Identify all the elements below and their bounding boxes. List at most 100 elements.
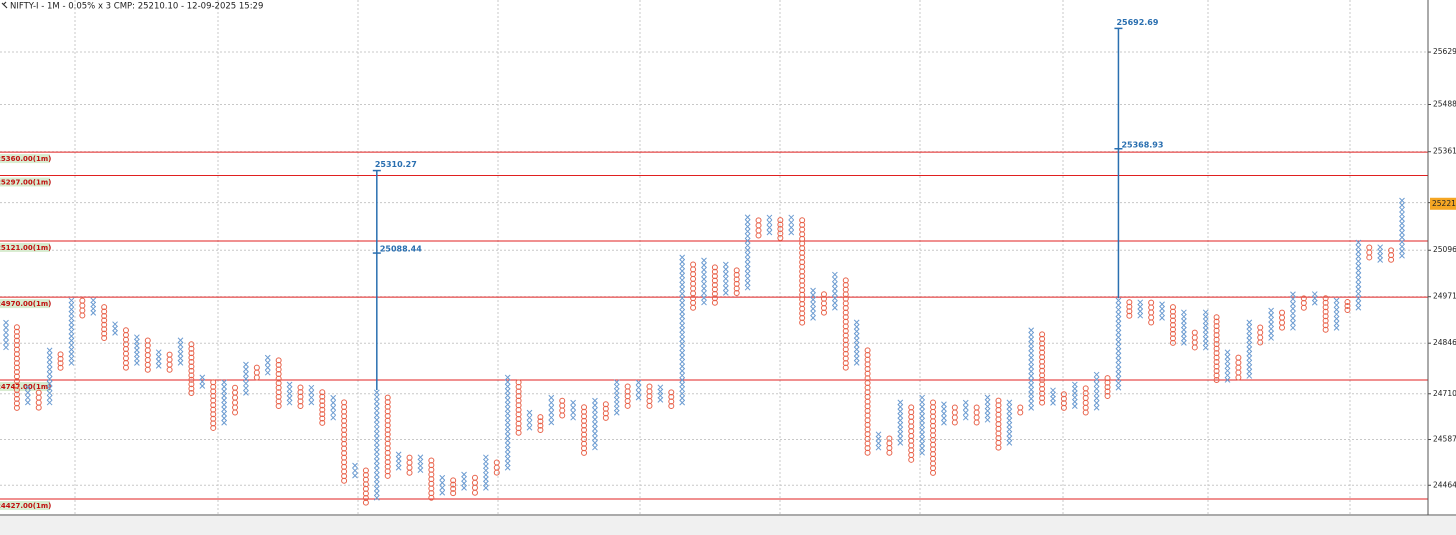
x-column [788,214,795,236]
o-box [711,299,718,306]
o-column [1082,385,1089,416]
o-box [690,304,697,311]
o-column [995,397,1002,451]
x-box [635,389,642,396]
o-box [101,321,108,328]
x-box [1399,248,1405,255]
level-label: 24427.00(1m) [0,502,51,510]
o-box [13,369,20,376]
x-box [701,280,707,287]
x-box [679,349,686,356]
o-box [13,404,20,411]
o-box [341,477,348,484]
x-column [1377,244,1384,263]
o-box [777,226,784,233]
o-box [319,415,326,422]
x-box [155,362,162,369]
o-column [1322,295,1329,333]
x-box [1377,248,1384,255]
o-box [1104,384,1111,391]
x-box [68,302,75,308]
x-box [3,334,9,341]
o-box [166,366,173,373]
o-box [13,360,20,367]
x-box [526,419,533,426]
o-column [973,404,980,426]
x-box [919,399,925,406]
x-box [1115,329,1122,336]
o-column [493,459,500,476]
o-column [1213,314,1220,384]
x-box [504,424,511,430]
x-box [1268,312,1274,318]
x-box [788,224,795,231]
o-box [1104,393,1111,400]
x-box [832,281,838,287]
x-box [744,275,751,282]
x-box [1050,399,1056,406]
x-box [1115,348,1122,354]
x-box [373,407,380,414]
o-column [908,404,915,463]
x-box [112,325,118,332]
x-box [679,399,686,406]
x-box [177,350,184,357]
x-box [1028,377,1035,384]
x-box [853,346,860,353]
x-box [1355,295,1362,302]
x-box [832,300,838,306]
x-box [788,229,795,236]
x-box [592,416,598,423]
x-box [548,414,555,421]
o-box [188,341,195,348]
x-box [679,345,686,352]
x-box [1377,252,1384,259]
o-column [1104,375,1111,400]
o-box [581,449,588,456]
x-box [243,375,249,382]
o-box [1300,304,1307,311]
x-box [1006,430,1013,437]
o-box [1388,256,1395,263]
x-column [1006,399,1013,446]
x-box [832,271,838,278]
x-box [1181,313,1187,320]
x-box [199,378,206,385]
o-column [362,467,369,506]
x-column [832,271,838,311]
o-box [733,289,740,296]
x-column [962,399,969,421]
x-box [679,381,686,388]
o-box [57,364,64,371]
x-column [1028,327,1035,411]
x-box [679,290,686,297]
x-box [897,412,904,419]
x-box [941,419,947,426]
x-box [134,355,140,362]
x-box [1246,359,1253,366]
o-box [1213,323,1220,330]
x-column [766,214,773,236]
o-column [1344,299,1351,313]
o-box [777,217,784,224]
o-box [188,350,195,357]
x-box [570,404,576,411]
o-box [57,360,64,367]
x-box [1115,366,1122,373]
o-box [406,469,413,476]
x-box [1224,377,1231,383]
x-box [613,405,620,412]
o-box [1060,404,1067,411]
x-box [1115,325,1122,331]
o-column [1017,404,1024,416]
x-box [1093,385,1100,392]
o-box [13,395,20,402]
o-column [1366,244,1373,261]
x-box [504,392,511,399]
x-box [286,381,293,388]
x-box [68,355,75,362]
x-box [221,406,227,413]
o-box [711,277,718,284]
o-box [1126,299,1133,306]
o-box [951,419,958,426]
